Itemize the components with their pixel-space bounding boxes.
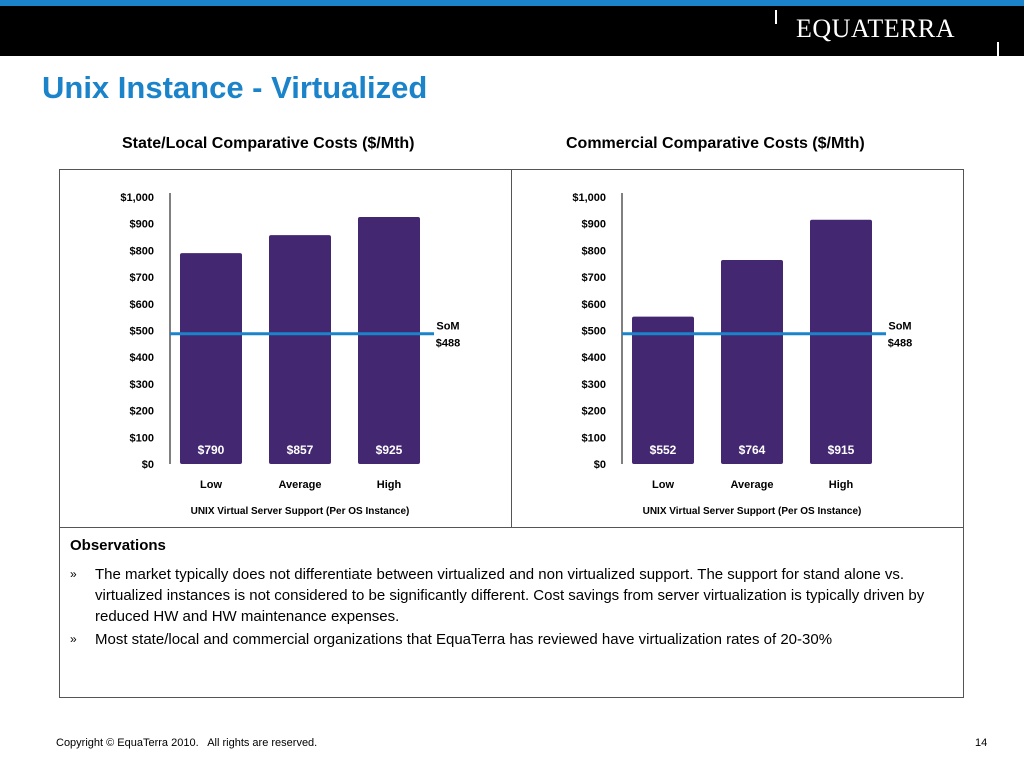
y-tick-label: $600 <box>582 299 606 311</box>
bar-value-label: $790 <box>198 443 225 457</box>
y-tick-label: $300 <box>130 379 154 391</box>
bar <box>721 260 783 464</box>
y-tick-label: $800 <box>130 245 154 257</box>
bar <box>180 253 242 464</box>
bar <box>632 316 694 464</box>
bar <box>269 235 331 464</box>
y-tick-label: $900 <box>130 219 154 231</box>
bar-value-label: $857 <box>287 443 314 457</box>
chart-title-commercial: Commercial Comparative Costs ($/Mth) <box>566 135 865 152</box>
y-tick-label: $400 <box>130 352 154 364</box>
logo-divider-right <box>997 42 999 56</box>
y-tick-label: $100 <box>582 432 606 444</box>
x-category-label: Low <box>652 479 674 491</box>
y-tick-label: $1,000 <box>120 192 154 204</box>
y-tick-label: $200 <box>130 406 154 418</box>
x-category-label: Average <box>730 479 773 491</box>
footer-page-number: 14 <box>975 737 988 749</box>
y-tick-label: $1,000 <box>572 192 606 204</box>
chart-commercial: $0 $100 $200 $300 $400 $500 $600 $700 $800 $900 $1… <box>572 192 912 517</box>
y-tick-label: $600 <box>130 299 154 311</box>
y-tick-label: $500 <box>582 326 606 338</box>
header-bar <box>0 0 1024 56</box>
y-tick-label: $300 <box>582 379 606 391</box>
observation-item: » The market typically does not differen… <box>70 564 955 627</box>
chart-divider <box>511 169 512 528</box>
x-category-label: High <box>377 479 402 491</box>
y-tick-label: $700 <box>582 272 606 284</box>
reference-line-value: $488 <box>436 338 460 350</box>
chart-state-local: $0 $100 $200 $300 $400 $500 $600 $700 $800 $900 $1… <box>120 192 460 517</box>
y-tick-label: $100 <box>130 432 154 444</box>
y-tick-label: $0 <box>594 459 606 471</box>
observations-title: Observations <box>70 537 166 554</box>
page-title: Unix Instance - Virtualized <box>42 70 428 105</box>
x-category-label: Low <box>200 479 222 491</box>
observation-text: Most state/local and commercial organiza… <box>95 631 833 648</box>
equaterra-logo: EQUATERRA <box>796 14 956 43</box>
bullet-mark: » <box>70 567 77 581</box>
x-axis-label: UNIX Virtual Server Support (Per OS Inst… <box>643 506 862 517</box>
bar-value-label: $925 <box>376 443 403 457</box>
bar <box>358 217 420 464</box>
bar-value-label: $764 <box>739 443 766 457</box>
bar-value-label: $552 <box>650 443 677 457</box>
logo-divider-left <box>775 10 777 24</box>
y-tick-label: $0 <box>142 459 154 471</box>
bullet-mark: » <box>70 632 77 646</box>
bar <box>810 219 872 464</box>
chart-title-state-local: State/Local Comparative Costs ($/Mth) <box>122 135 415 152</box>
reference-line-label: SoM <box>436 321 459 333</box>
observation-item: » Most state/local and commercial organi… <box>70 629 955 650</box>
y-tick-label: $800 <box>582 245 606 257</box>
reference-line-value: $488 <box>888 338 912 350</box>
x-axis-label: UNIX Virtual Server Support (Per OS Inst… <box>191 506 410 517</box>
observation-text: The market typically does not differenti… <box>95 566 925 625</box>
x-category-label: Average <box>278 479 321 491</box>
bar-value-label: $915 <box>828 443 855 457</box>
observations-list: » The market typically does not differen… <box>70 564 955 652</box>
y-tick-label: $400 <box>582 352 606 364</box>
y-tick-label: $200 <box>582 406 606 418</box>
y-tick-label: $700 <box>130 272 154 284</box>
y-tick-label: $900 <box>582 219 606 231</box>
y-tick-label: $500 <box>130 326 154 338</box>
header-accent-stripe <box>0 0 1024 6</box>
footer-copyright: Copyright © EquaTerra 2010. All rights a… <box>56 737 318 749</box>
reference-line-label: SoM <box>888 321 911 333</box>
x-category-label: High <box>829 479 854 491</box>
observations-divider <box>59 527 964 528</box>
